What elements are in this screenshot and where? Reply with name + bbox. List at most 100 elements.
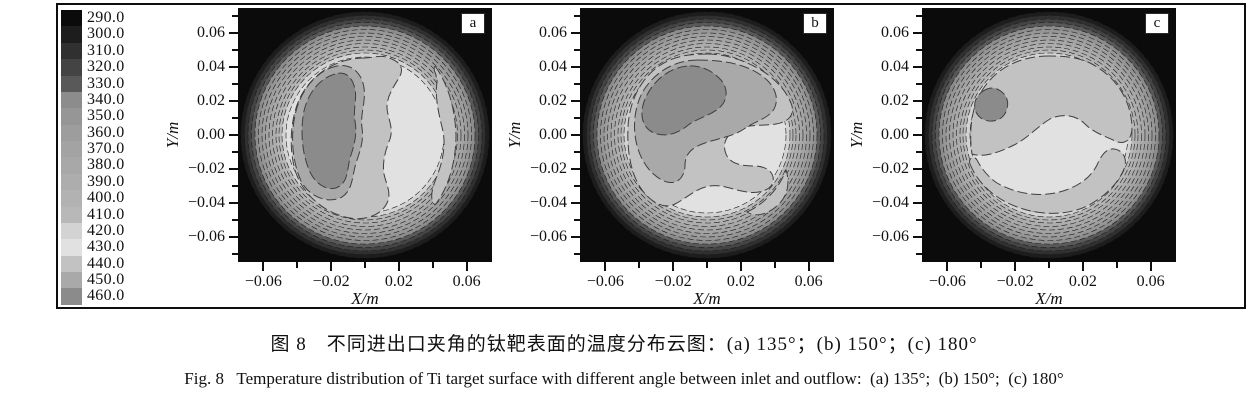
colorbar-swatch	[61, 141, 82, 158]
y-tick-label: 0.06	[539, 24, 567, 42]
contour-plot-a	[238, 8, 492, 262]
colorbar-swatch	[61, 288, 82, 305]
caption-english: Fig. 8 Temperature distribution of Ti ta…	[184, 369, 1064, 388]
y-tick-label: 0.04	[539, 58, 567, 76]
x-major-tick	[330, 262, 333, 271]
colorbar-level-label: 450.0	[87, 271, 125, 288]
y-minor-tick	[916, 15, 922, 18]
y-tick-label: −0.04	[187, 193, 225, 211]
contour-plot-b	[580, 8, 834, 262]
y-major-tick	[913, 134, 922, 136]
y-major-tick	[913, 235, 922, 238]
y-major-tick	[571, 66, 580, 69]
colorbar-swatch	[61, 190, 82, 207]
contour-region-440-upper	[970, 55, 1133, 156]
y-tick-label: −0.06	[871, 227, 909, 245]
colorbar-swatch	[61, 91, 82, 109]
x-minor-tick	[431, 262, 434, 268]
colorbar-swatch	[61, 206, 82, 223]
colorbar-level-label: 300.0	[87, 25, 125, 43]
y-major-tick	[913, 167, 922, 170]
y-major-tick	[229, 235, 238, 238]
y-minor-tick	[916, 117, 922, 120]
y-minor-tick	[232, 252, 238, 255]
x-major-tick	[1081, 262, 1084, 271]
y-tick-label: −0.02	[871, 159, 909, 177]
contour-panel-c: Y/m c X/m 0.06 0.04 0.02 0.00 −0.02 −0.04 −0.0…	[842, 5, 1184, 308]
y-tick-label: 0.06	[881, 24, 909, 42]
y-tick-label: 0.02	[197, 92, 225, 110]
y-major-tick	[913, 100, 922, 103]
colorbar-swatch	[61, 108, 82, 125]
x-minor-tick	[364, 262, 366, 268]
y-minor-tick	[232, 15, 238, 18]
x-tick-label: −0.02	[996, 273, 1034, 290]
colorbar-swatch	[61, 75, 82, 92]
y-minor-tick	[232, 218, 238, 221]
y-major-tick	[571, 100, 580, 103]
y-major-tick	[229, 201, 238, 204]
x-major-tick	[1014, 262, 1017, 271]
y-major-tick	[571, 134, 580, 136]
y-tick-label: 0.04	[197, 58, 225, 76]
y-major-tick	[913, 66, 922, 69]
y-minor-tick	[232, 150, 238, 153]
colorbar-level-label: 460.0	[87, 287, 125, 305]
y-major-tick	[229, 66, 238, 69]
x-major-tick	[397, 262, 400, 271]
y-minor-tick	[574, 252, 580, 255]
x-tick-label: 0.06	[794, 273, 823, 290]
panel-label-c: c	[1145, 13, 1169, 34]
y-tick-label: 0.00	[881, 126, 909, 143]
y-major-tick	[229, 32, 238, 35]
y-minor-tick	[916, 49, 922, 52]
x-axis-label: X/m	[1035, 289, 1063, 308]
x-major-tick	[739, 262, 742, 271]
colorbar-strip	[61, 10, 82, 305]
y-minor-tick	[574, 15, 580, 18]
y-tick-label: −0.02	[187, 159, 225, 177]
y-tick-label: −0.02	[529, 159, 567, 177]
x-tick-label: 0.02	[726, 273, 755, 290]
y-tick-label: 0.06	[197, 24, 225, 42]
colorbar-level-label: 320.0	[87, 58, 125, 76]
colorbar-level-label: 390.0	[87, 172, 125, 190]
y-major-tick	[229, 134, 238, 136]
x-tick-label: −0.02	[654, 273, 692, 290]
y-minor-tick	[232, 83, 238, 86]
colorbar-swatch	[61, 26, 82, 43]
contour-region-440-lower	[969, 148, 1126, 214]
y-tick-label: 0.00	[197, 126, 225, 143]
panel-label-b: b	[803, 13, 827, 34]
x-tick-label: 0.02	[1068, 273, 1097, 290]
y-minor-tick	[916, 83, 922, 86]
colorbar-level-label: 440.0	[87, 254, 125, 272]
figure-panel: 290.0 300.0 310.0 320.0 330.0 340.0 350.0 360.0…	[56, 3, 1246, 309]
y-minor-tick	[916, 252, 922, 255]
colorbar-level-label: 350.0	[87, 107, 125, 125]
contour-panel-b: Y/m b X/m 0.06 0.04 0.02 0.00 −0.02 −0.04 −0.0…	[500, 5, 842, 308]
y-major-tick	[571, 201, 580, 204]
x-minor-tick	[1048, 262, 1050, 268]
y-major-tick	[913, 201, 922, 204]
colorbar-level-label: 380.0	[87, 156, 125, 174]
y-major-tick	[571, 235, 580, 238]
colorbar-level-label: 340.0	[87, 90, 125, 108]
y-minor-tick	[574, 117, 580, 120]
x-major-tick	[465, 262, 468, 271]
contour-region-460-hot-spot	[974, 87, 1009, 122]
y-minor-tick	[232, 184, 238, 187]
x-minor-tick	[1115, 262, 1118, 268]
x-tick-label: −0.06	[928, 273, 966, 290]
x-major-tick	[604, 262, 607, 271]
caption-chinese: 图 8 不同进出口夹角的钛靶表面的温度分布云图：(a) 135°；(b) 150…	[270, 334, 978, 355]
colorbar-swatch	[61, 272, 82, 289]
y-minor-tick	[232, 49, 238, 52]
x-major-tick	[807, 262, 810, 271]
contour-region-460-hot	[641, 65, 727, 136]
y-major-tick	[229, 167, 238, 170]
colorbar-swatch	[61, 124, 82, 141]
y-tick-label: −0.04	[529, 193, 567, 211]
y-major-tick	[913, 32, 922, 35]
